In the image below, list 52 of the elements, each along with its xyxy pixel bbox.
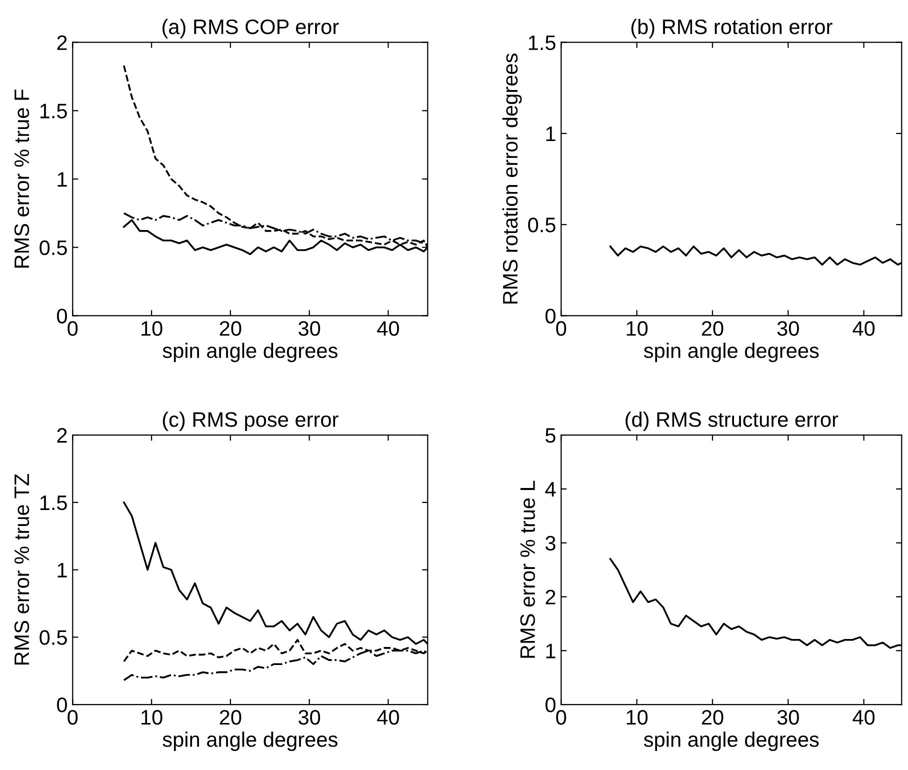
y-tick-label: 1.5 — [528, 36, 556, 50]
y-tick-label: 1 — [58, 172, 67, 187]
y-tick-label: 1 — [546, 644, 556, 658]
y-tick-label: 0 — [57, 308, 67, 324]
x-tick-label: 30 — [777, 321, 799, 336]
x-tick-label: 20 — [220, 321, 242, 336]
y-tick-label: 0.5 — [40, 240, 67, 256]
y-axis-title: RMS error % true F — [14, 90, 30, 268]
x-tick-label: 20 — [702, 321, 724, 336]
y-tick-label: 0.5 — [528, 218, 556, 232]
x-tick-label: 40 — [377, 321, 399, 336]
x-tick-label: 0 — [556, 321, 566, 336]
x-tick-label: 40 — [852, 321, 875, 336]
x-tick-label: 0 — [68, 710, 78, 725]
y-tick-label: 3 — [545, 536, 556, 551]
x-tick-label: 40 — [852, 710, 875, 725]
x-tick-label: 10 — [626, 710, 648, 725]
x-axis-title: spin angle degrees — [162, 732, 338, 752]
y-tick-label: 1 — [58, 563, 67, 578]
y-axis-title: RMS error % true L — [520, 480, 536, 658]
y-tick-label: 0 — [546, 698, 556, 712]
y-tick-label: 1.5 — [40, 496, 67, 510]
y-axis-title: RMS rotation error degrees — [502, 54, 522, 304]
x-tick-label: 10 — [142, 710, 162, 725]
x-tick-label: 30 — [298, 710, 320, 725]
chart-title: (b) RMS rotation error — [631, 18, 832, 38]
x-axis-title: spin angle degrees — [162, 342, 338, 362]
y-tick-label: 5 — [546, 428, 556, 443]
y-tick-label: 1.5 — [40, 104, 67, 118]
y-tick-label: 1 — [546, 126, 556, 142]
x-tick-label: 0 — [68, 321, 78, 336]
chart-title: (a) RMS COP error — [162, 18, 339, 38]
chart-title: (d) RMS structure error — [626, 412, 838, 432]
x-axis-title: spin angle degrees — [644, 342, 819, 362]
x-tick-label: 30 — [298, 321, 320, 336]
y-tick-label: 2 — [57, 35, 67, 50]
chart-title: (c) RMS pose error — [162, 412, 338, 432]
y-tick-label: 0 — [546, 308, 556, 324]
x-tick-label: 10 — [626, 321, 648, 336]
y-axis-title: RMS error % true TZ — [14, 474, 30, 665]
y-tick-label: 0 — [57, 698, 67, 712]
x-tick-label: 10 — [142, 321, 162, 336]
y-tick-label: 2 — [546, 590, 556, 604]
x-tick-label: 0 — [556, 710, 566, 725]
x-tick-label: 20 — [220, 710, 242, 725]
y-tick-label: 4 — [545, 482, 556, 496]
y-tick-label: 2 — [57, 428, 67, 443]
x-axis-title: spin angle degrees — [644, 732, 819, 752]
x-tick-label: 20 — [702, 710, 724, 725]
x-tick-label: 30 — [777, 710, 799, 725]
x-tick-label: 40 — [377, 710, 399, 725]
y-tick-label: 0.5 — [40, 630, 67, 645]
